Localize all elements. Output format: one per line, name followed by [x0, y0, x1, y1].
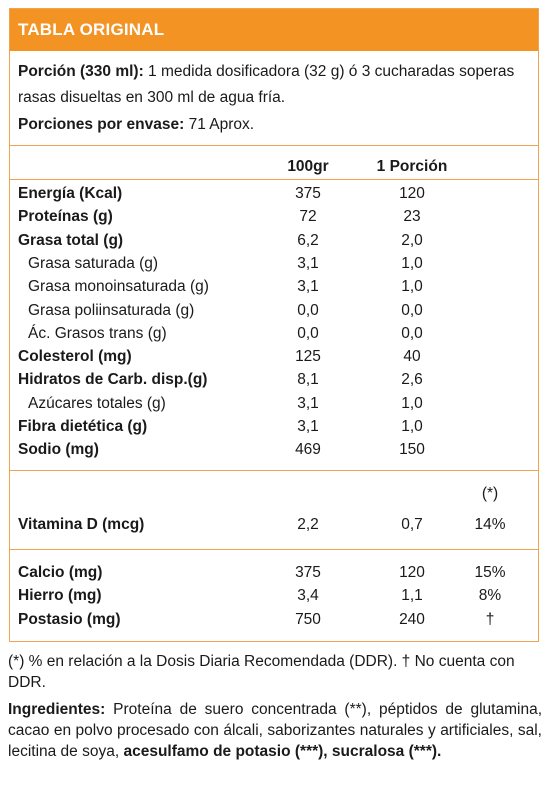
- nutrient-label: Energía (Kcal): [18, 185, 123, 202]
- ddr-header-row: (*): [10, 482, 538, 505]
- nutrient-label: Calcio (mg): [18, 564, 103, 581]
- value-100gr: 8,1: [297, 371, 319, 389]
- servings-info: Porciones por envase: 71 Aprox.: [18, 112, 533, 138]
- divider: [10, 179, 538, 180]
- ddr-header: (*): [481, 485, 499, 502]
- portion-label: Porción (330 ml):: [18, 63, 144, 80]
- value-portion: 1,0: [401, 278, 423, 296]
- table-row: Postasio (mg) 750 240 †: [10, 608, 538, 631]
- value-100gr: 0,0: [297, 301, 319, 319]
- value-100gr: 750: [295, 610, 321, 628]
- nutrient-label: Proteínas (g): [18, 208, 113, 226]
- table-row: Fibra dietética (g) 3,1 1,0: [10, 415, 538, 438]
- value-100gr: 0,0: [297, 324, 319, 342]
- table-row: Vitamina D (mcg) 2,2 0,7 14%: [10, 513, 538, 536]
- table-row: Calcio (mg) 375 120 15%: [10, 561, 538, 584]
- table-title: TABLA ORIGINAL: [10, 9, 538, 51]
- nutrient-label: Hierro (mg): [18, 587, 102, 605]
- value-portion: 2,0: [401, 231, 423, 249]
- nutrient-label: Grasa saturada (g): [28, 254, 159, 272]
- value-portion: 2,6: [401, 371, 423, 389]
- value-100gr: 469: [295, 441, 321, 459]
- value-portion: 40: [403, 348, 421, 366]
- divider: [10, 145, 538, 146]
- value-portion: 1,1: [401, 587, 423, 605]
- nutrient-label: Fibra dietética (g): [18, 418, 148, 435]
- table-row: Grasa poliinsaturada (g) 0,0 0,0: [10, 299, 538, 322]
- value-100gr: 72: [299, 208, 317, 226]
- table-row: Grasa monoinsaturada (g) 3,1 1,0: [10, 275, 538, 298]
- value-100gr: 375: [295, 564, 321, 581]
- value-ddr: 14%: [474, 516, 506, 533]
- portion-info: Porción (330 ml): 1 medida dosificadora …: [18, 59, 533, 111]
- nutrient-label: Postasio (mg): [18, 610, 121, 628]
- table-row: Grasa saturada (g) 3,1 1,0: [10, 252, 538, 275]
- table-row: Hidratos de Carb. disp.(g) 8,1 2,6: [10, 368, 538, 391]
- ingredients: Ingredientes: Proteína de suero concentr…: [8, 699, 542, 762]
- servings-text: 71 Aprox.: [184, 116, 255, 133]
- table-row: Sodio (mg) 469 150: [10, 438, 538, 461]
- table-row: Energía (Kcal) 375 120: [10, 182, 538, 205]
- value-portion: 1,0: [401, 254, 423, 272]
- value-portion: 150: [399, 441, 425, 459]
- table-row: Azúcares totales (g) 3,1 1,0: [10, 392, 538, 415]
- value-100gr: 125: [295, 348, 321, 366]
- value-ddr: 8%: [478, 587, 502, 605]
- value-ddr: †: [485, 610, 495, 628]
- value-100gr: 3,4: [297, 587, 319, 605]
- value-portion: 120: [399, 564, 425, 581]
- table-row: Grasa total (g) 6,2 2,0: [10, 229, 538, 252]
- nutrient-label: Ác. Grasos trans (g): [28, 324, 167, 342]
- value-portion: 0,0: [401, 301, 423, 319]
- divider: [10, 470, 538, 471]
- value-100gr: 3,1: [297, 418, 319, 435]
- value-100gr: 375: [295, 185, 321, 202]
- value-portion: 0,0: [401, 324, 423, 342]
- nutrient-label: Vitamina D (mcg): [18, 516, 145, 533]
- ingredients-label: Ingredientes:: [8, 701, 106, 718]
- servings-label: Porciones por envase:: [18, 116, 185, 133]
- value-portion: 120: [399, 185, 425, 202]
- nutrient-label: Colesterol (mg): [18, 348, 132, 366]
- col-header-portion: 1 Porción: [376, 158, 448, 175]
- value-portion: 23: [403, 208, 421, 226]
- col-header-100gr: 100gr: [287, 158, 329, 175]
- nutrient-label: Grasa monoinsaturada (g): [28, 278, 209, 296]
- table-row: Ác. Grasos trans (g) 0,0 0,0: [10, 322, 538, 345]
- ingredients-text: Proteína de suero concentrada (**), pépt…: [8, 701, 542, 760]
- table-row: Hierro (mg) 3,4 1,1 8%: [10, 584, 538, 607]
- nutrition-table: TABLA ORIGINAL Porción (330 ml): 1 medid…: [9, 8, 539, 642]
- footnote: (*) % en relación a la Dosis Diaria Reco…: [8, 653, 515, 691]
- value-portion: 0,7: [401, 516, 423, 533]
- divider: [10, 549, 538, 550]
- value-100gr: 3,1: [297, 278, 319, 296]
- value-100gr: 2,2: [297, 516, 319, 533]
- nutrient-label: Hidratos de Carb. disp.(g): [18, 371, 208, 389]
- value-portion: 1,0: [401, 418, 423, 435]
- nutrient-label: Grasa poliinsaturada (g): [28, 301, 195, 319]
- ingredients-bold-tail: acesulfamo de potasio (***), sucralosa (…: [123, 743, 442, 760]
- table-row: Colesterol (mg) 125 40: [10, 345, 538, 368]
- value-100gr: 3,1: [297, 254, 319, 272]
- value-portion: 240: [399, 610, 425, 628]
- nutrient-label: Azúcares totales (g): [28, 394, 166, 412]
- value-portion: 1,0: [401, 394, 423, 412]
- portion-text: 1 medida dosificadora (32 g) ó 3 cuchara…: [18, 63, 515, 106]
- nutrient-label: Sodio (mg): [18, 441, 99, 459]
- nutrient-label: Grasa total (g): [18, 231, 124, 249]
- table-row: Proteínas (g) 72 23: [10, 205, 538, 228]
- value-ddr: 15%: [474, 564, 506, 581]
- value-100gr: 3,1: [297, 394, 319, 412]
- value-100gr: 6,2: [297, 231, 319, 249]
